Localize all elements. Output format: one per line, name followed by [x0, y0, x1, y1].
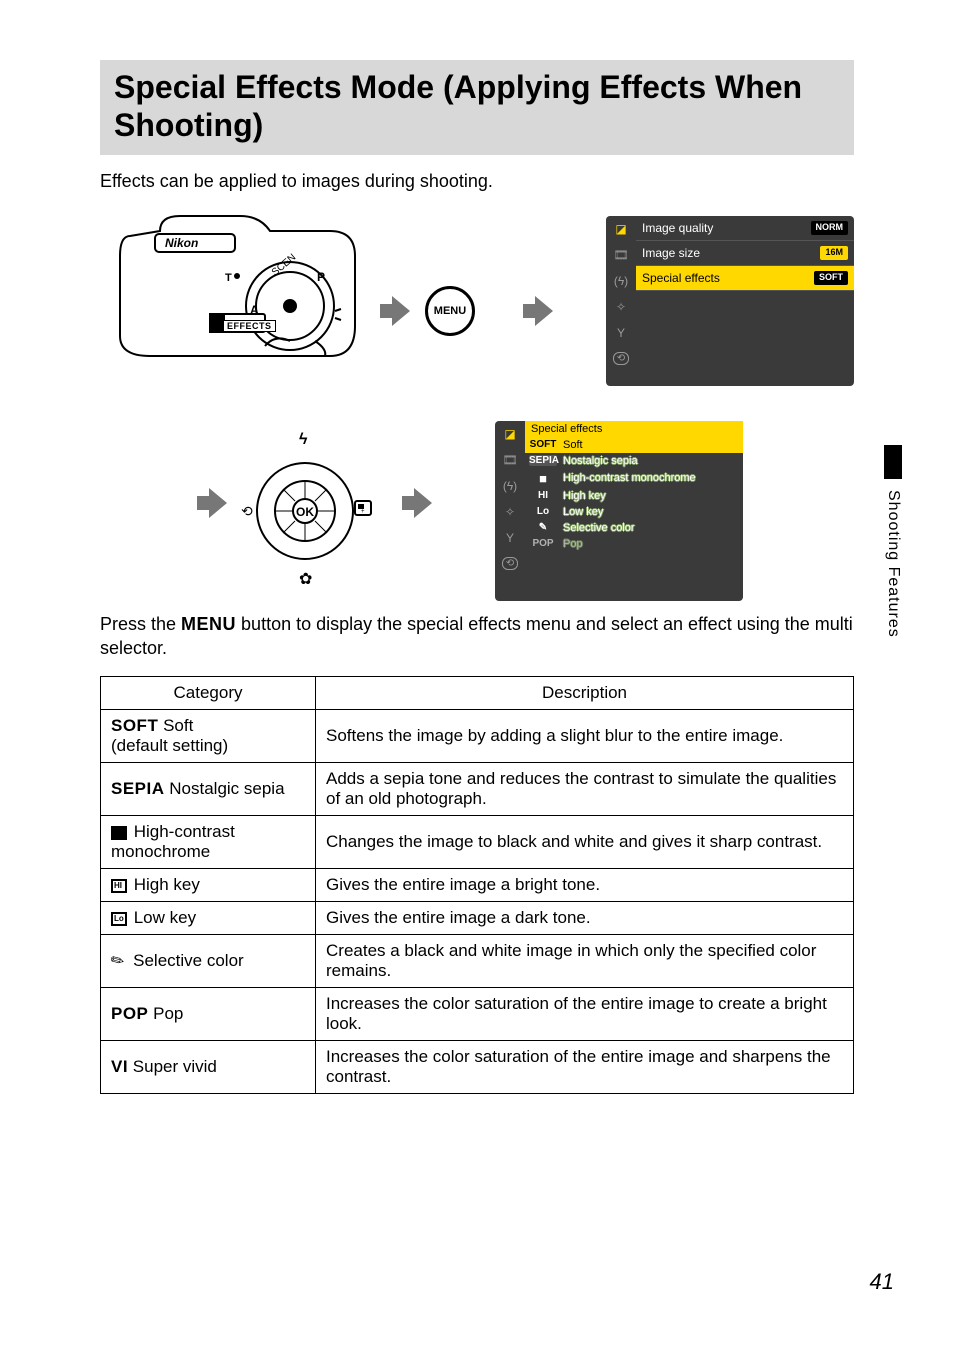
wifi-tab-icon: ✧: [616, 300, 626, 314]
arrow-icon: [195, 486, 229, 520]
effect-row-sepia: SEPIA Nostalgic sepia: [525, 453, 743, 469]
svg-text:Nikon: Nikon: [165, 236, 198, 250]
svg-text:SCEN: SCEN: [270, 252, 298, 278]
flash-tab-icon: (ϟ): [614, 274, 628, 288]
movie-tab-icon: 🎞: [613, 248, 628, 262]
menu-button-illustration: MENU: [425, 286, 475, 336]
section-title: Special Effects Mode (Applying Effects W…: [114, 68, 840, 145]
mono-icon: [111, 826, 127, 840]
svg-text:A: A: [250, 303, 259, 317]
flash-tab-icon: (ϟ): [503, 479, 517, 493]
back-tab-icon: ⟲: [613, 352, 629, 365]
arrow-icon: [400, 486, 434, 520]
movie-tab-icon: 🎞: [502, 453, 517, 467]
section-title-block: Special Effects Mode (Applying Effects W…: [100, 60, 854, 155]
screen-tab-icons: ◪ 🎞 (ϟ) ✧ Y ⟲: [606, 216, 636, 386]
table-row: SEPIA Nostalgic sepia Adds a sepia tone …: [101, 763, 854, 816]
col-category: Category: [101, 677, 316, 710]
page-number: 41: [870, 1269, 894, 1295]
effect-row-mono: ■ High-contrast monochrome: [525, 469, 743, 488]
lowkey-icon: [111, 912, 127, 926]
camera-tab-icon: ◪: [504, 427, 515, 441]
intro-text: Effects can be applied to images during …: [100, 171, 854, 192]
svg-text:+: +: [361, 509, 365, 515]
lcd-screen-shooting-menu: ◪ 🎞 (ϟ) ✧ Y ⟲ Image quality NORM Image s…: [606, 216, 854, 386]
setup-tab-icon: Y: [506, 531, 514, 545]
table-row: ✎ Selective color Creates a black and wh…: [101, 935, 854, 988]
menu-row-image-size: Image size 16M: [636, 241, 854, 266]
menu-keyword: MENU: [181, 614, 236, 634]
svg-text:✿: ✿: [299, 571, 312, 586]
table-row: High key Gives the entire image a bright…: [101, 869, 854, 902]
effect-row-soft: SOFT Soft: [525, 437, 743, 453]
svg-text:P: P: [317, 270, 325, 284]
svg-text:⟲: ⟲: [241, 503, 253, 519]
camera-tab-icon: ◪: [615, 222, 626, 236]
screen-tab-icons: ◪ 🎞 (ϟ) ✧ Y ⟲: [495, 421, 525, 601]
back-tab-icon: ⟲: [502, 557, 518, 570]
table-row: SOFT Soft(default setting) Softens the i…: [101, 710, 854, 763]
arrow-icon: [521, 294, 555, 328]
table-header-row: Category Description: [101, 677, 854, 710]
effect-row-lowkey: Lo Low key: [525, 504, 743, 520]
svg-text:ϟ: ϟ: [299, 431, 308, 448]
table-row: VI Super vivid Increases the color satur…: [101, 1041, 854, 1094]
effect-row-pop: POP Pop: [525, 536, 743, 552]
effects-submenu: Special effects SOFT Soft SEPIA Nostalgi…: [525, 421, 743, 601]
effects-submenu-header: Special effects: [525, 421, 743, 437]
multi-selector-illustration: OK ϟ ✿ ⟲ +: [235, 426, 375, 586]
table-row: High-contrast monochrome Changes the ima…: [101, 816, 854, 869]
setup-tab-icon: Y: [617, 326, 625, 340]
thumb-tab: [884, 445, 902, 479]
table-row: Low key Gives the entire image a dark to…: [101, 902, 854, 935]
effect-row-selective: ✎ Selective color: [525, 520, 743, 536]
svg-text:T: T: [225, 272, 232, 284]
section-side-label: Shooting Features: [884, 490, 902, 638]
table-row: POP Pop Increases the color saturation o…: [101, 988, 854, 1041]
menu-row-image-quality: Image quality NORM: [636, 216, 854, 241]
svg-text:OK: OK: [296, 505, 314, 519]
lcd-screen-effects-list: ◪ 🎞 (ϟ) ✧ Y ⟲ Special effects SOFT Soft …: [495, 421, 743, 601]
arrow-icon: [378, 294, 412, 328]
menu-row-special-effects: Special effects SOFT: [636, 266, 854, 291]
col-description: Description: [316, 677, 854, 710]
wifi-tab-icon: ✧: [505, 505, 515, 519]
effects-table: Category Description SOFT Soft(default s…: [100, 676, 854, 1094]
mode-dial-effects-label: EFFECTS: [223, 320, 276, 332]
camera-illustration: Nikon SCEN P A T EFFECTS: [110, 206, 360, 376]
brush-icon: ✎: [107, 949, 129, 973]
instruction-text: Press the MENU button to display the spe…: [100, 612, 854, 661]
effect-row-highkey: HI High key: [525, 488, 743, 504]
instruction-diagram: Nikon SCEN P A T EFFECTS MENU: [100, 206, 854, 606]
screen-menu-list: Image quality NORM Image size 16M Specia…: [636, 216, 854, 386]
menu-button-label: MENU: [434, 305, 466, 317]
highkey-icon: [111, 879, 127, 893]
